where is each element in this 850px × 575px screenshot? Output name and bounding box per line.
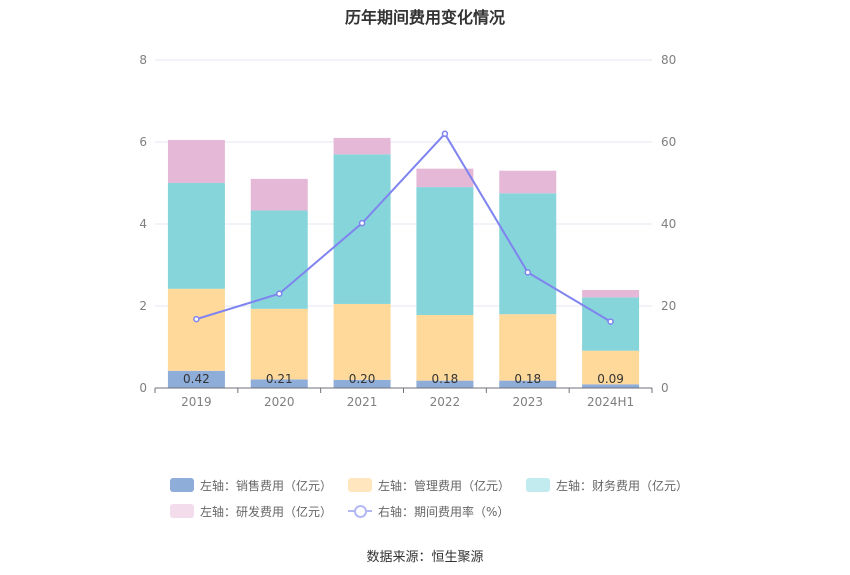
legend-swatch-rnd (170, 504, 194, 518)
y-left-tick-label: 8 (139, 53, 147, 67)
legend-swatch-finance (526, 478, 551, 492)
legend-swatch-rate (348, 504, 373, 518)
bar-mgmt (416, 315, 474, 381)
y-right-tick-label: 60 (661, 135, 676, 149)
bar-finance (167, 183, 225, 289)
legend-swatch-mgmt (348, 478, 373, 492)
bar-sales (250, 379, 308, 388)
x-tick-label: 2024H1 (587, 395, 634, 409)
bar-rnd (499, 170, 557, 194)
legend-label-sales: 左轴：销售费用（亿元） (200, 478, 333, 493)
legend-item-mgmt[interactable]: 左轴：管理费用（亿元） (348, 477, 510, 494)
chart-title: 历年期间费用变化情况 (344, 8, 505, 27)
legend-swatch-sales (170, 478, 194, 492)
data-source: 数据来源：恒生聚源 (366, 550, 484, 565)
bar-sales (167, 370, 225, 388)
bar-sales (333, 379, 391, 388)
legend-label-mgmt: 左轴：管理费用（亿元） (378, 478, 511, 493)
bar-finance (333, 154, 391, 304)
legend-label-rnd: 左轴：研发费用（亿元） (200, 504, 333, 519)
y-right-tick-label: 40 (661, 217, 676, 231)
y-right-tick-label: 20 (661, 299, 676, 313)
legend-row-1: 左轴：销售费用（亿元） 左轴：管理费用（亿元） 左轴：财务费用（亿元） (170, 472, 690, 498)
legend-item-sales[interactable]: 左轴：销售费用（亿元） (170, 477, 332, 494)
y-right-tick-label: 0 (661, 381, 669, 395)
bar-rnd (167, 139, 225, 183)
x-tick-label: 2022 (430, 395, 461, 409)
y-left-tick-label: 4 (139, 217, 147, 231)
rate-point (358, 219, 366, 227)
bar-mgmt (499, 314, 557, 381)
data-label: 0.18 (432, 372, 459, 386)
legend-label-rate: 右轴：期间费用率（%） (378, 504, 510, 519)
bar-sales (499, 380, 557, 388)
bar-sales (416, 380, 474, 388)
x-tick-label: 2019 (181, 395, 212, 409)
rate-point (441, 130, 449, 138)
bar-sales (582, 384, 640, 388)
data-label: 0.20 (349, 372, 376, 386)
x-tick-label: 2020 (264, 395, 295, 409)
y-right-tick-label: 80 (661, 53, 676, 67)
data-label: 0.18 (514, 372, 541, 386)
bar-mgmt (333, 303, 391, 380)
bar-finance (416, 187, 474, 316)
bar-mgmt (250, 308, 308, 380)
rate-point (276, 290, 283, 297)
data-label: 0.09 (597, 372, 624, 386)
y-left-tick-label: 0 (139, 381, 147, 395)
chart-canvas: 024680204060800.4220190.2120200.2020210.… (139, 53, 676, 409)
data-label: 0.42 (183, 372, 210, 386)
legend-item-rate[interactable]: 右轴：期间费用率（%） (348, 503, 509, 520)
y-left-tick-label: 6 (139, 135, 147, 149)
bar-finance (499, 193, 557, 315)
legend: 左轴：销售费用（亿元） 左轴：管理费用（亿元） 左轴：财务费用（亿元） 左轴：研… (170, 472, 690, 524)
legend-item-rnd[interactable]: 左轴：研发费用（亿元） (170, 503, 332, 520)
y-left-tick-label: 2 (139, 299, 147, 313)
bar-rnd (333, 137, 391, 155)
bar-mgmt (582, 350, 640, 385)
legend-row-2: 左轴：研发费用（亿元） 右轴：期间费用率（%） (170, 498, 690, 524)
legend-label-finance: 左轴：财务费用（亿元） (556, 478, 689, 493)
rate-line (196, 132, 612, 323)
data-label: 0.21 (266, 372, 293, 386)
bar-rnd (582, 290, 640, 298)
x-tick-label: 2023 (512, 395, 543, 409)
rate-point (524, 269, 531, 276)
legend-item-finance[interactable]: 左轴：财务费用（亿元） (526, 477, 688, 494)
rate-point (607, 318, 614, 325)
bar-mgmt (167, 288, 225, 371)
bar-rnd (250, 178, 308, 211)
x-tick-label: 2021 (347, 395, 378, 409)
rate-point (193, 315, 200, 323)
bar-rnd (416, 168, 474, 188)
